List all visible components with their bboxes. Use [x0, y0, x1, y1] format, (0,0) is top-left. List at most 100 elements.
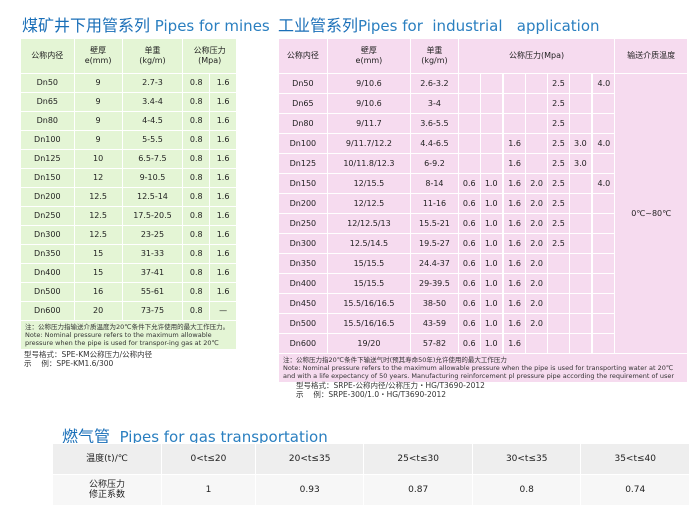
- cell: 0.8: [182, 130, 211, 150]
- cell: 1: [160, 474, 256, 506]
- cell: Dn250: [278, 213, 328, 234]
- cell: 1.6: [503, 193, 527, 214]
- cell: 1.6: [503, 153, 527, 174]
- cell: 1.6: [209, 244, 237, 264]
- header-cell: 单重 (kg/m): [410, 38, 459, 74]
- cell: [568, 73, 592, 94]
- cell: 9: [73, 130, 123, 150]
- model: 型号格式：SPE-KM公称压力/公称内径: [24, 350, 153, 359]
- cell: 15.5-21: [410, 213, 459, 234]
- cell: 20: [73, 301, 123, 321]
- cell: 0.8: [182, 149, 211, 169]
- cell: 8-14: [410, 173, 459, 194]
- gas-table: 温度(t)/℃ 0<t≤20 20<t≤35 25<t≤30 30<t≤35 35<t≤4…: [52, 443, 690, 506]
- cell: 2.5: [547, 93, 570, 114]
- gas-title: 燃气管 Pipes for gas transportation: [62, 423, 328, 447]
- cell: 0<t≤20: [160, 443, 256, 475]
- row: Dn65 9 3.4-4 0.8 1.6: [20, 92, 237, 112]
- cell: 3.0: [568, 153, 592, 174]
- cell: [479, 73, 503, 94]
- cell: 17.5-20.5: [121, 206, 184, 226]
- row: 温度(t)/℃ 0<t≤20 20<t≤35 25<t≤30 30<t≤35 35<t≤4…: [52, 443, 690, 475]
- row: Dn200 12.5 12.5-14 0.8 1.6: [20, 187, 237, 207]
- cell: 0.8: [182, 206, 211, 226]
- cell: Dn350: [20, 244, 75, 264]
- cell: [592, 293, 616, 314]
- cell: [568, 193, 592, 214]
- cell: [525, 333, 549, 354]
- cell: 1.6: [503, 253, 527, 274]
- cell: Dn500: [278, 313, 328, 334]
- row: Dn600 20 73-75 0.8—: [20, 301, 237, 321]
- cell: 1.6: [209, 263, 237, 283]
- cell: 15: [73, 263, 123, 283]
- cell: 10: [73, 149, 123, 169]
- cell: 16: [73, 282, 123, 302]
- cell: —: [209, 301, 237, 321]
- cell: Dn300: [278, 233, 328, 254]
- cell: 2.0: [525, 253, 549, 274]
- cell: [547, 273, 570, 294]
- cell: [592, 153, 616, 174]
- cell: 0.74: [580, 474, 690, 506]
- cell: 12.5: [73, 187, 123, 207]
- cell: [568, 253, 592, 274]
- cell: 38-50: [410, 293, 459, 314]
- cell: [457, 153, 481, 174]
- cell: Dn450: [278, 293, 328, 314]
- cell: 24.4-37: [410, 253, 459, 274]
- cell: [503, 73, 527, 94]
- row: Dn300 12.5 23-25 0.8 1.6: [20, 225, 237, 245]
- cell: 4.0: [592, 173, 616, 194]
- cell: 12: [73, 168, 123, 188]
- cell: 0.87: [363, 474, 473, 506]
- title-en: Pipes for gas transportation: [119, 428, 328, 446]
- cell: 0.6: [457, 313, 481, 334]
- header-cell: 单重 (kg/m): [121, 38, 184, 74]
- mines-title: 煤矿井下用管系列 Pipes for mines: [22, 12, 270, 36]
- cell: 1.6: [209, 206, 237, 226]
- cell: 2.5: [547, 193, 570, 214]
- row: Dn250 12.5 17.5-20.5 0.8 1.6: [20, 206, 237, 226]
- cell: [525, 153, 549, 174]
- cell: 2.0: [525, 193, 549, 214]
- cell: 11-16: [410, 193, 459, 214]
- cell: Dn100: [278, 133, 328, 154]
- row: Dn50 9/10.6 2.6-3.2 2.5 4.0 0℃~80℃: [278, 73, 688, 354]
- note-en: Note: Nominal pressure refers to the max…: [25, 331, 219, 347]
- cell: [592, 93, 616, 114]
- cell: 1.6: [503, 133, 527, 154]
- cell: 73-75: [121, 301, 184, 321]
- cell: [592, 113, 616, 134]
- cell: 1.0: [479, 253, 503, 274]
- cell: 0.6: [457, 293, 481, 314]
- cell: Dn65: [278, 93, 328, 114]
- cell: 9/11.7/12.2: [326, 133, 412, 154]
- cell: 2.0: [525, 293, 549, 314]
- cell: Dn400: [20, 263, 75, 283]
- cell: Dn50: [20, 73, 75, 93]
- cell: 温度(t)/℃: [52, 443, 162, 475]
- cell: 57-82: [410, 333, 459, 354]
- cell: 15: [73, 244, 123, 264]
- cell: 1.0: [479, 273, 503, 294]
- cell: 2.0: [525, 213, 549, 234]
- cell: 1.6: [503, 273, 527, 294]
- cell: 公称压力 修正系数: [52, 474, 162, 506]
- note: 注：公称压力指20℃条件下输送气时(预其寿命50年)允许使用的最大工作压力 Not…: [278, 353, 688, 383]
- cell: 10/11.8/12.3: [326, 153, 412, 174]
- note: 注：公称压力指输送介质温度为20℃条件下允许使用的最大工作压力。 Note: No…: [20, 320, 237, 350]
- industrial-table: 公称内径 壁厚 e(mm) 单重 (kg/m) 公称压力(Mpa) 输送介质温度 Dn50…: [278, 38, 688, 383]
- cell: [457, 73, 481, 94]
- cell: 4-4.5: [121, 111, 184, 131]
- cell: [568, 233, 592, 254]
- cell: 12/12.5/13: [326, 213, 412, 234]
- cell: 2.0: [525, 273, 549, 294]
- row: Dn500 15.5/16/16.5 43-59 0.6 1.0 1.6 2.0: [278, 313, 688, 334]
- cell: [479, 93, 503, 114]
- cell: 0.93: [254, 474, 365, 506]
- example: 示 例：SPE-KM1.6/300: [24, 359, 114, 368]
- cell: 1.0: [479, 333, 503, 354]
- cell: [592, 333, 616, 354]
- cell: 1.6: [209, 92, 237, 112]
